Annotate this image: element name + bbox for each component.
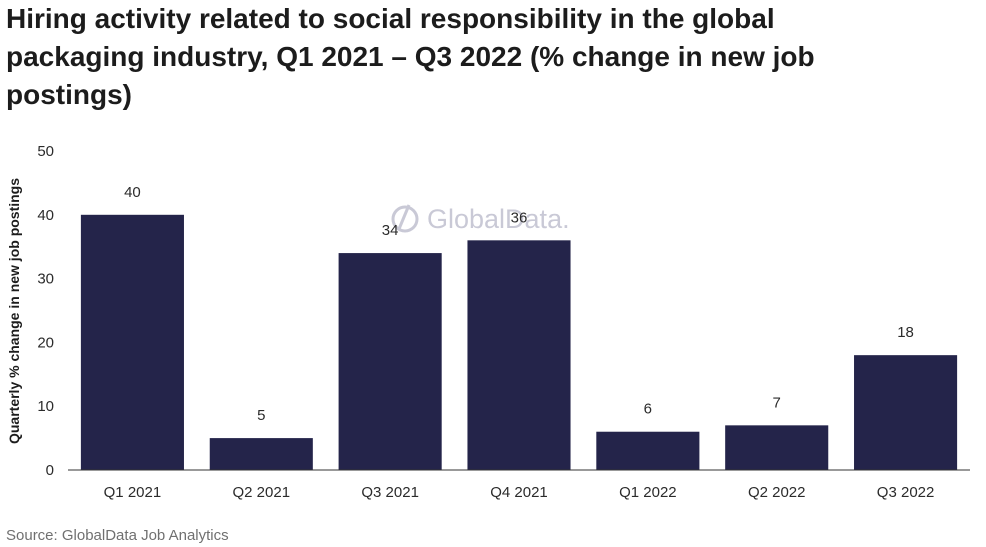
y-axis-label: Quarterly % change in new job postings bbox=[6, 178, 22, 444]
bar bbox=[467, 240, 571, 470]
data-label: 34 bbox=[382, 222, 399, 239]
globaldata-logo-icon bbox=[391, 204, 419, 233]
data-label: 6 bbox=[644, 401, 652, 418]
bars bbox=[80, 214, 958, 470]
bar bbox=[209, 438, 313, 470]
y-tick-label: 40 bbox=[37, 207, 54, 224]
x-tick-label: Q1 2022 bbox=[619, 484, 677, 501]
data-label: 18 bbox=[897, 324, 914, 341]
y-tick-label: 50 bbox=[37, 143, 54, 160]
y-tick-label: 30 bbox=[37, 271, 54, 288]
bar bbox=[596, 431, 700, 470]
y-axis-ticks: 0 10 20 30 40 50 bbox=[37, 143, 54, 479]
chart-title: Hiring activity related to social respon… bbox=[6, 3, 815, 110]
bar bbox=[854, 355, 958, 470]
bar bbox=[80, 214, 184, 470]
bar bbox=[338, 253, 442, 470]
x-axis-ticks: Q1 2021 Q2 2021 Q3 2021 Q4 2021 Q1 2022 Q2 20… bbox=[104, 484, 935, 501]
x-tick-label: Q1 2021 bbox=[104, 484, 162, 501]
data-labels: 40 5 34 36 6 7 18 bbox=[124, 184, 914, 424]
watermark-text: GlobalData. bbox=[427, 204, 570, 234]
data-label: 36 bbox=[511, 209, 528, 226]
y-tick-label: 0 bbox=[46, 462, 54, 479]
source-note: Source: GlobalData Job Analytics bbox=[6, 527, 229, 544]
x-tick-label: Q3 2021 bbox=[361, 484, 419, 501]
watermark: GlobalData. bbox=[391, 204, 570, 234]
data-label: 40 bbox=[124, 184, 141, 201]
y-tick-label: 20 bbox=[37, 334, 54, 351]
x-tick-label: Q4 2021 bbox=[490, 484, 548, 501]
data-label: 5 bbox=[257, 407, 265, 424]
x-tick-label: Q2 2022 bbox=[748, 484, 806, 501]
bar bbox=[725, 425, 829, 470]
x-tick-label: Q3 2022 bbox=[877, 484, 935, 501]
y-tick-label: 10 bbox=[37, 398, 54, 415]
x-tick-label: Q2 2021 bbox=[233, 484, 291, 501]
data-label: 7 bbox=[773, 394, 781, 411]
